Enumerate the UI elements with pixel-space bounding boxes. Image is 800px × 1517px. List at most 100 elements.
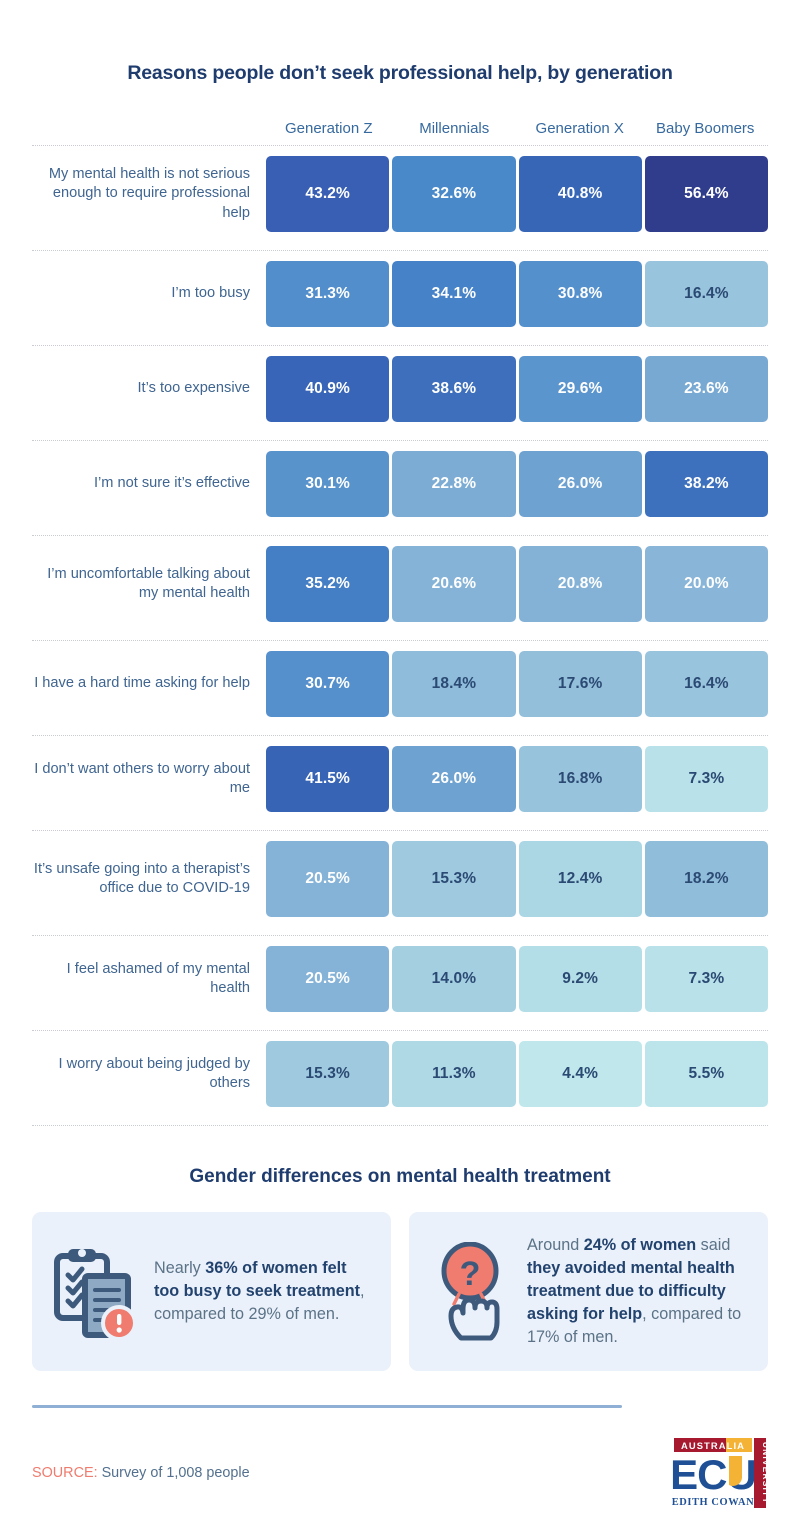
heatmap-cell: 56.4% xyxy=(644,156,768,232)
question-hand-icon: ? xyxy=(429,1241,511,1342)
heatmap-cell: 7.3% xyxy=(644,746,768,812)
row-separator xyxy=(32,735,768,736)
row-label: I have a hard time asking for help xyxy=(34,675,250,692)
row-cells: 30.7% 18.4% 17.6% 16.4% xyxy=(266,641,768,727)
row-separator xyxy=(32,640,768,641)
row-label: I’m too busy xyxy=(171,285,250,302)
heatmap-cell: 41.5% xyxy=(266,746,390,812)
svg-text:ECU: ECU xyxy=(672,1451,756,1498)
heatmap-table: Generation Z Millennials Generation X Ba… xyxy=(32,85,768,1126)
source-keyword: SOURCE: xyxy=(32,1465,98,1481)
row-cells: 15.3% 11.3% 4.4% 5.5% xyxy=(266,1031,768,1117)
row-cells: 20.5% 14.0% 9.2% 7.3% xyxy=(266,936,768,1022)
heatmap-cell: 31.3% xyxy=(266,261,390,327)
heatmap-cell: 15.3% xyxy=(392,841,516,917)
heatmap-cell: 11.3% xyxy=(392,1041,516,1107)
heatmap-cell: 32.6% xyxy=(392,156,516,232)
row-label: I’m not sure it’s effective xyxy=(93,475,250,492)
row-label: I don’t want others to worry about me xyxy=(34,760,250,796)
section-subtitle: Gender differences on mental health trea… xyxy=(189,1166,611,1187)
heatmap-cell: 26.0% xyxy=(392,746,516,812)
heatmap-cell: 16.4% xyxy=(644,651,768,717)
gender-cards: Nearly 36% of women felt too busy to see… xyxy=(32,1212,768,1371)
table-header-row: Generation Z Millennials Generation X Ba… xyxy=(32,105,768,137)
svg-text:?: ? xyxy=(460,1255,481,1293)
column-header-generation-z: Generation Z xyxy=(284,120,373,137)
svg-text:AUSTRALIA: AUSTRALIA xyxy=(681,1440,745,1451)
card-too-busy: Nearly 36% of women felt too busy to see… xyxy=(32,1212,391,1371)
heatmap-cell: 15.3% xyxy=(266,1041,390,1107)
heatmap-cell: 43.2% xyxy=(266,156,390,232)
row-label: It’s too expensive xyxy=(137,380,251,397)
row-separator xyxy=(32,830,768,831)
heatmap-cell: 20.8% xyxy=(518,546,642,622)
row-cells: 40.9% 38.6% 29.6% 23.6% xyxy=(266,346,768,432)
row-label: My mental health is not serious enough t… xyxy=(48,166,250,221)
heatmap-cell: 5.5% xyxy=(644,1041,768,1107)
table-row: I’m uncomfortable talking about my menta… xyxy=(32,536,768,632)
heatmap-cell: 18.2% xyxy=(644,841,768,917)
heatmap-cell: 20.5% xyxy=(266,946,390,1012)
column-header-generation-x: Generation X xyxy=(535,120,624,137)
heatmap-cell: 23.6% xyxy=(644,356,768,422)
heatmap-cell: 38.2% xyxy=(644,451,768,517)
card-text-part: , compared to 17% of men. xyxy=(527,1305,742,1346)
row-cells: 43.2% 32.6% 40.8% 56.4% xyxy=(266,146,768,242)
table-row: It’s unsafe going into a therapist’s off… xyxy=(32,831,768,927)
heatmap-cell: 40.9% xyxy=(266,356,390,422)
heatmap-cell: 16.4% xyxy=(644,261,768,327)
card-text-part: Nearly xyxy=(154,1259,206,1277)
row-cells: 31.3% 34.1% 30.8% 16.4% xyxy=(266,251,768,337)
heatmap-cell: 26.0% xyxy=(518,451,642,517)
row-label: I feel ashamed of my mental health xyxy=(66,960,250,996)
heatmap-cell: 18.4% xyxy=(392,651,516,717)
row-separator xyxy=(32,440,768,441)
svg-text:UNIVERSITY: UNIVERSITY xyxy=(761,1442,768,1504)
card-text-part: , compared to 29% of men. xyxy=(154,1282,365,1323)
heatmap-cell: 20.0% xyxy=(644,546,768,622)
row-separator xyxy=(32,535,768,536)
heatmap-cell: 7.3% xyxy=(644,946,768,1012)
heatmap-cell: 30.8% xyxy=(518,261,642,327)
heatmap-cell: 9.2% xyxy=(518,946,642,1012)
heatmap-cell: 30.7% xyxy=(266,651,390,717)
source-text: Survey of 1,008 people xyxy=(97,1465,250,1481)
row-separator xyxy=(32,250,768,251)
row-separator xyxy=(32,345,768,346)
footer: SOURCE: Survey of 1,008 people AUSTRALIA… xyxy=(32,1405,771,1512)
row-label: It’s unsafe going into a therapist’s off… xyxy=(33,860,250,896)
heatmap-cell: 40.8% xyxy=(518,156,642,232)
row-label: I worry about being judged by others xyxy=(58,1055,250,1091)
table-row: I feel ashamed of my mental health 20.5% 1… xyxy=(32,936,768,1022)
clipboard-alert-icon xyxy=(52,1244,138,1340)
row-separator xyxy=(32,935,768,936)
card-text-part-bold: 24% of women xyxy=(583,1236,697,1254)
table-row: My mental health is not serious enough t… xyxy=(32,146,768,242)
heatmap-cell: 35.2% xyxy=(266,546,390,622)
row-separator xyxy=(32,1030,768,1031)
column-header-millennials: Millennials xyxy=(419,120,490,137)
card-too-busy-text: Nearly 36% of women felt too busy to see… xyxy=(154,1257,371,1326)
table-row: I’m not sure it’s effective 30.1% 22.8% 26.… xyxy=(32,441,768,527)
row-separator xyxy=(32,1125,768,1126)
card-text-part: Around xyxy=(527,1236,584,1254)
heatmap-cell: 38.6% xyxy=(392,356,516,422)
table-row: I’m too busy 31.3% 34.1% 30.8% 16.4% xyxy=(32,251,768,337)
heatmap-cell: 12.4% xyxy=(518,841,642,917)
heatmap-cell: 29.6% xyxy=(518,356,642,422)
page-title: Reasons people don’t seek professional h… xyxy=(127,62,673,84)
footer-divider xyxy=(32,1405,622,1408)
card-asking-for-help-text: Around 24% of women said they avoided me… xyxy=(527,1234,748,1349)
card-asking-for-help: ? Around 24% of women said they avoided … xyxy=(409,1212,768,1371)
card-text-part-bold: they avoided mental health treatment due… xyxy=(527,1259,735,1323)
heatmap-cell: 16.8% xyxy=(518,746,642,812)
ecu-logo: AUSTRALIA ECU EDITH COWAN UNIVERSITY xyxy=(670,1434,771,1512)
heatmap-cell: 4.4% xyxy=(518,1041,642,1107)
column-header-baby-boomers: Baby Boomers xyxy=(656,120,755,137)
row-cells: 20.5% 15.3% 12.4% 18.2% xyxy=(266,831,768,927)
table-body: My mental health is not serious enough t… xyxy=(32,145,768,1126)
svg-text:EDITH COWAN: EDITH COWAN xyxy=(672,1497,754,1508)
table-row: I worry about being judged by others 15.3… xyxy=(32,1031,768,1117)
table-row: It’s too expensive 40.9% 38.6% 29.6% 23.6% xyxy=(32,346,768,432)
heatmap-cell: 20.6% xyxy=(392,546,516,622)
